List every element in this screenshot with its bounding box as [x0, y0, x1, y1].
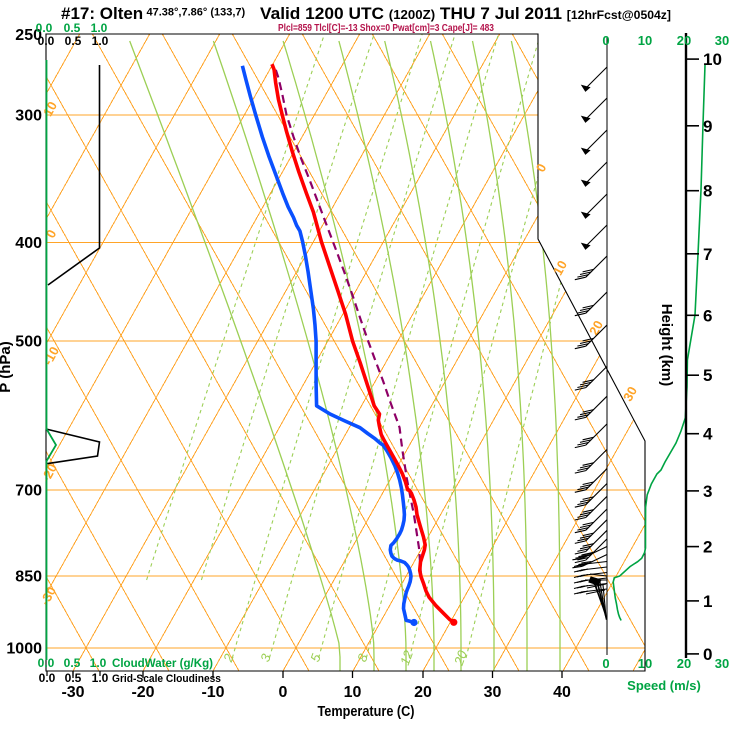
svg-text:1.0: 1.0: [92, 34, 109, 48]
svg-text:500: 500: [15, 334, 42, 351]
svg-text:250: 250: [15, 27, 42, 44]
svg-text:10: 10: [40, 99, 60, 119]
svg-text:0: 0: [602, 656, 609, 671]
svg-text:#17: Olten: #17: Olten: [61, 4, 143, 23]
svg-text:Plcl=859 Tlcl[C]=-13 Shox=0 Pw: Plcl=859 Tlcl[C]=-13 Shox=0 Pwat[cm]=3 C…: [278, 22, 494, 34]
svg-text:12: 12: [397, 648, 416, 667]
svg-text:0.0: 0.0: [38, 34, 55, 48]
svg-text:Valid 1200 UTC (1200Z) THU 7 J: Valid 1200 UTC (1200Z) THU 7 Jul 2011 [1…: [260, 4, 671, 23]
svg-text:20: 20: [586, 318, 606, 338]
svg-text:700: 700: [15, 483, 42, 500]
svg-text:P (hPa): P (hPa): [0, 341, 14, 392]
svg-text:300: 300: [15, 108, 42, 125]
svg-text:Temperature (C): Temperature (C): [318, 704, 415, 720]
svg-text:10: 10: [638, 33, 652, 48]
svg-text:9: 9: [703, 117, 712, 136]
svg-text:30: 30: [484, 684, 502, 701]
svg-text:2: 2: [703, 538, 712, 557]
svg-text:7: 7: [703, 245, 712, 264]
svg-text:30: 30: [715, 656, 729, 671]
svg-text:0: 0: [279, 684, 288, 701]
svg-text:0.0: 0.0: [39, 671, 56, 685]
svg-text:0.5: 0.5: [64, 21, 81, 35]
svg-text:20: 20: [677, 33, 691, 48]
svg-text:6: 6: [703, 306, 712, 325]
svg-text:400: 400: [15, 235, 42, 252]
svg-text:0: 0: [703, 645, 712, 664]
svg-text:Speed (m/s): Speed (m/s): [627, 678, 701, 693]
svg-text:1.0: 1.0: [92, 671, 109, 685]
svg-text:0.5: 0.5: [65, 671, 82, 685]
svg-text:-30: -30: [61, 684, 84, 701]
svg-text:850: 850: [15, 568, 42, 585]
svg-text:0.0: 0.0: [36, 21, 53, 35]
svg-text:10: 10: [703, 50, 722, 69]
svg-text:5: 5: [703, 366, 712, 385]
svg-text:0: 0: [602, 33, 609, 48]
svg-text:20: 20: [677, 656, 691, 671]
svg-text:10: 10: [638, 656, 652, 671]
svg-text:30: 30: [620, 384, 640, 404]
svg-text:-20: -20: [131, 684, 154, 701]
svg-text:1: 1: [703, 592, 712, 611]
svg-text:10: 10: [550, 258, 570, 278]
svg-text:0.0: 0.0: [38, 656, 55, 670]
svg-text:Height (km): Height (km): [658, 304, 675, 387]
svg-text:20: 20: [414, 684, 432, 701]
svg-text:8: 8: [703, 182, 712, 201]
svg-text:3: 3: [703, 482, 712, 501]
svg-text:30: 30: [715, 33, 729, 48]
svg-text:0.5: 0.5: [64, 656, 81, 670]
svg-text:CloudWater (g/Kg): CloudWater (g/Kg): [112, 658, 213, 670]
svg-text:-10: -10: [201, 684, 224, 701]
svg-text:Grid-Scale Cloudiness: Grid-Scale Cloudiness: [112, 673, 221, 685]
svg-text:1.0: 1.0: [91, 21, 108, 35]
svg-text:1.0: 1.0: [90, 656, 107, 670]
svg-text:0.5: 0.5: [65, 34, 82, 48]
svg-text:1000: 1000: [6, 640, 42, 657]
svg-text:20: 20: [451, 648, 471, 668]
svg-text:40: 40: [553, 684, 571, 701]
svg-text:47.38°,7.86° (133,7): 47.38°,7.86° (133,7): [147, 7, 246, 19]
svg-text:4: 4: [703, 425, 713, 444]
svg-text:10: 10: [344, 684, 362, 701]
